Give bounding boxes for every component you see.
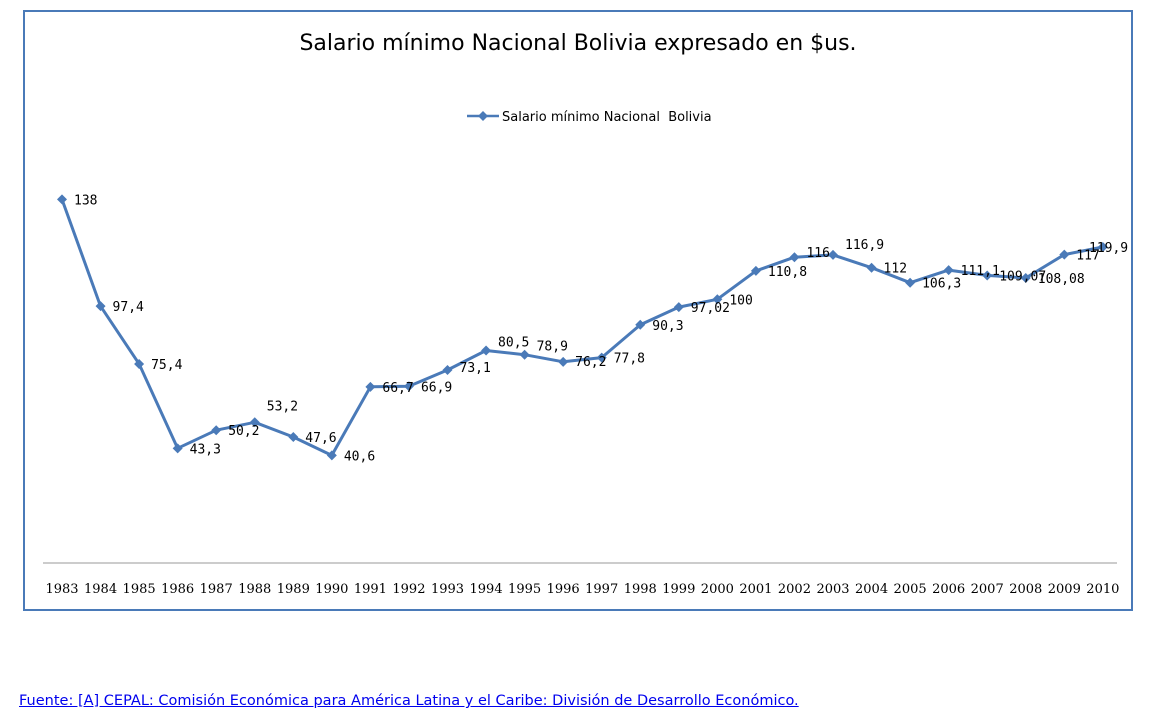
data-point-marker	[481, 345, 492, 356]
data-label: 43,3	[190, 442, 221, 457]
line-chart: Salario mínimo Nacional Bolivia expresad…	[43, 31, 1128, 597]
data-label: 112	[884, 262, 907, 277]
x-tick-label: 1989	[277, 582, 310, 597]
data-point-marker	[712, 294, 723, 305]
data-label: 78,9	[537, 340, 568, 355]
data-point-marker	[866, 262, 877, 273]
data-point-marker	[750, 265, 761, 276]
data-point-marker	[673, 302, 684, 313]
data-point-marker	[134, 358, 145, 369]
data-label: 66,9	[421, 380, 452, 395]
data-point-marker	[326, 450, 337, 461]
data-point-marker	[1097, 241, 1108, 252]
data-label: 110,8	[768, 265, 807, 280]
x-tick-label: 2008	[1009, 582, 1042, 597]
data-label: 97,4	[113, 300, 144, 315]
x-tick-label: 2004	[855, 582, 888, 597]
legend-label: Salario mínimo Nacional Bolivia	[502, 110, 712, 125]
data-point-marker	[249, 417, 260, 428]
x-tick-label: 1994	[470, 582, 503, 597]
x-tick-label: 1985	[123, 582, 156, 597]
x-tick-label: 2002	[778, 582, 811, 597]
x-tick-label: 2001	[739, 582, 772, 597]
x-tick-label: 1996	[547, 582, 580, 597]
data-point-marker	[905, 277, 916, 288]
x-tick-label: 1986	[161, 582, 194, 597]
x-tick-label: 1990	[315, 582, 348, 597]
data-label: 77,8	[614, 352, 645, 367]
data-label: 106,3	[922, 277, 961, 292]
data-label: 116,9	[845, 238, 884, 253]
x-tick-label: 1991	[354, 582, 387, 597]
x-tick-label: 2006	[932, 582, 965, 597]
x-tick-label: 1995	[508, 582, 541, 597]
x-tick-label: 1999	[662, 582, 695, 597]
chart-frame: Salario mínimo Nacional Bolivia expresad…	[23, 10, 1133, 611]
data-label: 138	[74, 193, 97, 208]
data-point-marker	[57, 194, 67, 205]
data-point-marker	[365, 381, 376, 392]
data-point-marker	[172, 443, 183, 454]
data-point-marker	[519, 349, 530, 360]
data-label: 119,9	[1089, 241, 1128, 256]
data-label: 97,02	[691, 301, 730, 316]
data-label: 75,4	[151, 358, 182, 373]
x-tick-label: 2010	[1086, 582, 1119, 597]
data-point-marker	[596, 352, 607, 363]
source-link[interactable]: Fuente: [A] CEPAL: Comisión Económica pa…	[19, 693, 799, 709]
x-tick-label: 1993	[431, 582, 464, 597]
data-point-marker	[95, 301, 106, 312]
data-point-marker	[211, 425, 222, 436]
x-tick-label: 2005	[894, 582, 927, 597]
data-label: 109,07	[999, 269, 1046, 284]
x-tick-label: 1984	[84, 582, 117, 597]
data-label: 50,2	[228, 424, 259, 439]
x-tick-label: 1988	[238, 582, 271, 597]
data-point-marker	[635, 319, 646, 330]
x-tick-label: 2000	[701, 582, 734, 597]
data-point-marker	[828, 249, 838, 260]
data-label: 73,1	[460, 361, 491, 376]
x-tick-label: 1992	[392, 582, 425, 597]
data-point-marker	[442, 364, 453, 375]
series-markers	[57, 194, 1108, 461]
data-point-marker	[1020, 273, 1031, 284]
x-tick-label: 1987	[200, 582, 233, 597]
x-tick-labels: 1983 1984 1985 1986 1987 1988 1989 1990 1991 1992…	[45, 582, 1119, 597]
data-label: 53,2	[267, 399, 298, 414]
x-tick-label: 1998	[624, 582, 657, 597]
data-point-marker	[982, 270, 993, 281]
data-point-marker	[1059, 249, 1070, 260]
data-label: 80,5	[498, 336, 529, 351]
data-labels: 138 97,4 75,4 43,3 50,2 53,2 47,6 40,6 66,7 66,9 7…	[74, 193, 1128, 464]
x-tick-label: 1997	[585, 582, 618, 597]
chart-title: Salario mínimo Nacional Bolivia expresad…	[299, 31, 856, 56]
data-label: 100	[729, 293, 752, 308]
x-tick-label: 2007	[971, 582, 1004, 597]
data-point-marker	[558, 356, 569, 367]
series-line	[60, 198, 1104, 457]
data-label: 111,1	[961, 264, 1000, 279]
data-point-marker	[789, 252, 800, 263]
data-label: 40,6	[344, 449, 375, 464]
x-tick-label: 2003	[816, 582, 849, 597]
x-tick-label: 1983	[45, 582, 78, 597]
data-label: 66,7	[382, 381, 413, 396]
data-point-marker	[288, 432, 299, 443]
legend: Salario mínimo Nacional Bolivia	[467, 110, 712, 125]
data-label: 108,08	[1038, 272, 1085, 287]
data-point-marker	[943, 265, 954, 276]
data-label: 117	[1076, 249, 1099, 264]
data-point-marker	[403, 381, 414, 392]
x-tick-label: 2009	[1048, 582, 1081, 597]
legend-marker	[478, 111, 488, 121]
data-label: 90,3	[652, 319, 683, 334]
data-label: 47,6	[305, 431, 336, 446]
data-label: 76,2	[575, 355, 606, 370]
data-label: 116	[806, 246, 829, 261]
